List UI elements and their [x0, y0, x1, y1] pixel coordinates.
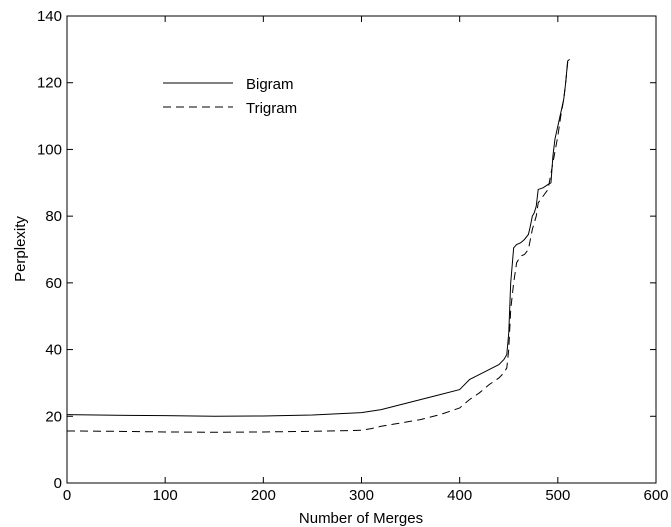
- y-axis-title: Perplexity: [12, 216, 29, 282]
- y-tick-label: 60: [45, 275, 62, 292]
- y-tick-label: 100: [37, 141, 62, 158]
- series-line-trigram: [66, 60, 570, 433]
- y-tick-label: 80: [45, 208, 62, 225]
- x-tick-label: 100: [153, 487, 178, 504]
- legend-label-trigram: Trigram: [246, 100, 297, 117]
- y-tick-label: 40: [45, 342, 62, 359]
- plot-area: [66, 15, 657, 484]
- y-tick-label: 140: [37, 8, 62, 25]
- x-tick-label: 300: [349, 487, 374, 504]
- x-tick-label: 500: [545, 487, 570, 504]
- legend: Bigram Trigram: [163, 76, 297, 117]
- y-tick-label: 0: [54, 475, 62, 492]
- x-axis-title: Number of Merges: [299, 510, 423, 527]
- series-lines: [66, 58, 570, 433]
- x-tick-label: 400: [447, 487, 472, 504]
- y-tick-label: 20: [45, 408, 62, 425]
- y-tick-label: 120: [37, 75, 62, 92]
- x-tick-label: 0: [63, 487, 71, 504]
- legend-label-bigram: Bigram: [246, 76, 294, 93]
- x-tick-label: 200: [251, 487, 276, 504]
- x-tick-label: 600: [643, 487, 668, 504]
- series-line-bigram: [66, 58, 570, 417]
- axis-ticks: 0 100 200 300 400 500 600 0 20 40 60 80 100 120 140: [37, 8, 669, 504]
